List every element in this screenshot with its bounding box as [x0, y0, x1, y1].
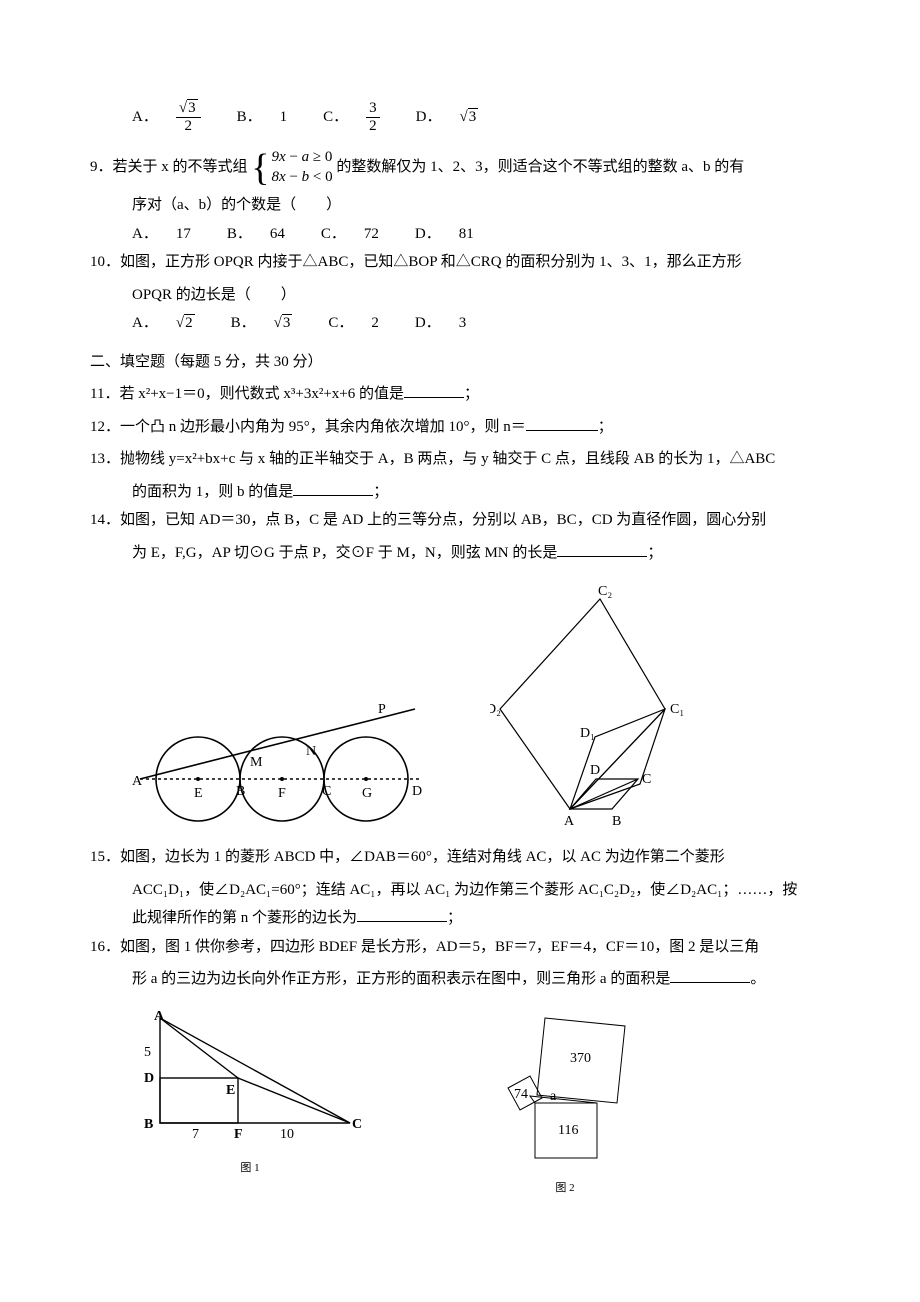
fig2-caption: 图 2 — [470, 1178, 660, 1199]
figure-2: 370 74 116 a — [470, 1008, 660, 1168]
label-P: P — [378, 702, 386, 717]
opt-C: C． 3 2 — [323, 100, 380, 134]
blank — [357, 906, 447, 922]
q-prev-options: A． √3 2 B． 1 C． 3 2 D． √3 — [90, 100, 830, 134]
figures-row-14-15: A E B M F N C G D P A B C D C₁ D₁ C₂ D₂ — [130, 579, 830, 829]
q10-options: A．√2 B．√3 C．2 D．3 — [90, 309, 830, 338]
label-D1: D₁ — [580, 726, 595, 741]
label-A: A — [132, 774, 143, 789]
q14-line1: 14．如图，已知 AD＝30，点 B，C 是 AD 上的三等分点，分别以 AB，… — [90, 506, 830, 535]
q11: 11．若 x²+x−1＝0，则代数式 x³+3x²+x+6 的值是； — [90, 380, 830, 409]
figure-1: A 5 D B E 7 F 10 C — [130, 1008, 370, 1148]
label-F: F — [278, 786, 286, 801]
label-a: a — [550, 1089, 557, 1104]
label-370: 370 — [570, 1051, 591, 1066]
q10-line2: OPQR 的边长是（ ） — [90, 281, 830, 310]
label-B: B — [612, 814, 621, 829]
q14-line2: 为 E，F,G，AP 切⊙G 于点 P，交⊙F 于 M，N，则弦 MN 的长是； — [90, 539, 830, 568]
label-10: 10 — [280, 1127, 294, 1142]
label-A: A — [154, 1009, 165, 1024]
opt-D: D． √3 — [416, 100, 479, 134]
label-C2: C₂ — [598, 584, 612, 599]
label-5: 5 — [144, 1045, 151, 1060]
figure-2-wrap: 370 74 116 a 图 2 — [470, 1008, 660, 1199]
label-M: M — [250, 755, 263, 770]
label-N: N — [306, 744, 316, 759]
label-C: C — [352, 1117, 362, 1132]
label-C: C — [322, 784, 331, 799]
q16-line2: 形 a 的三边为边长向外作正方形，正方形的面积表示在图中，则三角形 a 的面积是… — [90, 965, 830, 994]
q9: 9．若关于 x 的不等式组 { 9x − a ≥ 0 8x − b < 0 的整… — [90, 148, 830, 187]
label-C1: C₁ — [670, 702, 684, 717]
label-A: A — [564, 814, 575, 829]
label-B: B — [144, 1117, 153, 1132]
blank — [404, 382, 464, 398]
inequality-system: { 9x − a ≥ 0 8x − b < 0 — [251, 148, 332, 187]
q10-line1: 10．如图，正方形 OPQR 内接于△ABC，已知△BOP 和△CRQ 的面积分… — [90, 248, 830, 277]
figure-1-wrap: A 5 D B E 7 F 10 C 图 1 — [130, 1008, 370, 1179]
figure-three-circles: A E B M F N C G D P — [130, 669, 430, 829]
blank — [293, 480, 373, 496]
label-74: 74 — [514, 1087, 528, 1102]
label-D: D — [144, 1071, 154, 1086]
opt-B: B． 1 — [237, 100, 288, 134]
blank — [557, 541, 647, 557]
label-D: D — [412, 784, 422, 799]
label-116: 116 — [558, 1123, 578, 1138]
q15-line1: 15．如图，边长为 1 的菱形 ABCD 中，∠DAB＝60°，连结对角线 AC… — [90, 843, 830, 872]
section-2-title: 二、填空题（每题 5 分，共 30 分） — [90, 348, 830, 377]
label-D: D — [590, 763, 600, 778]
q13-line2: 的面积为 1，则 b 的值是； — [90, 478, 830, 507]
q13-line1: 13．抛物线 y=x²+bx+c 与 x 轴的正半轴交于 A，B 两点，与 y … — [90, 445, 830, 474]
label-D2: D₂ — [490, 702, 501, 717]
label-G: G — [362, 786, 372, 801]
blank — [670, 967, 750, 983]
q9-line2: 序对（a、b）的个数是（ ） — [90, 191, 830, 220]
figures-row-16: A 5 D B E 7 F 10 C 图 1 370 74 — [130, 1008, 830, 1199]
q16-line1: 16．如图，图 1 供你参考，四边形 BDEF 是长方形，AD＝5，BF＝7，E… — [90, 933, 830, 962]
q15-line3: 此规律所作的第 n 个菱形的边长为； — [90, 904, 830, 933]
q9-options: A．17 B．64 C．72 D．81 — [90, 220, 830, 249]
opt-A: A． √3 2 — [132, 100, 201, 134]
q15-line2: ACC₁D₁，使∠D₂AC₁=60°；连结 AC₁，再以 AC₁ 为边作第三个菱… — [90, 876, 830, 905]
q12: 12．一个凸 n 边形最小内角为 95°，其余内角依次增加 10°，则 n＝； — [90, 413, 830, 442]
fig1-caption: 图 1 — [130, 1158, 370, 1179]
label-B: B — [236, 784, 245, 799]
label-E: E — [226, 1083, 235, 1098]
label-E: E — [194, 786, 203, 801]
label-F: F — [234, 1127, 243, 1142]
label-C: C — [642, 772, 651, 787]
blank — [526, 415, 598, 431]
label-7: 7 — [192, 1127, 199, 1142]
figure-rhombus-chain: A B C D C₁ D₁ C₂ D₂ — [490, 579, 700, 829]
